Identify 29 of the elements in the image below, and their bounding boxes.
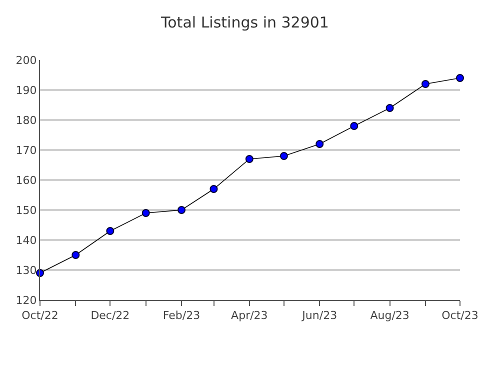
point bbox=[386, 104, 394, 112]
point bbox=[316, 140, 324, 148]
y-tick-label: 130 bbox=[16, 264, 37, 277]
y-tick-label: 170 bbox=[16, 144, 37, 157]
y-tick-label: 190 bbox=[16, 84, 37, 97]
point bbox=[421, 80, 430, 88]
point bbox=[245, 155, 254, 163]
x-tick-label: Oct/22 bbox=[22, 309, 58, 322]
y-tick-label: 160 bbox=[16, 174, 37, 187]
x-tick-label: Aug/23 bbox=[370, 309, 410, 322]
y-tick-label: 120 bbox=[16, 294, 37, 307]
y-tick-label: 150 bbox=[16, 204, 37, 217]
y-tick-label: 180 bbox=[16, 114, 37, 127]
point bbox=[456, 74, 464, 82]
point bbox=[350, 122, 358, 130]
x-tick-label: Jun/23 bbox=[301, 309, 338, 322]
point bbox=[72, 251, 80, 259]
point bbox=[178, 206, 186, 214]
chart-title: Total Listings in 32901 bbox=[160, 14, 329, 32]
x-tick-label: Dec/22 bbox=[90, 309, 130, 322]
point bbox=[210, 185, 218, 193]
x-tick-label: Apr/23 bbox=[231, 309, 268, 322]
y-tick-label: 200 bbox=[16, 54, 37, 67]
y-tick-label: 140 bbox=[16, 234, 37, 247]
x-tick-label: Feb/23 bbox=[162, 309, 200, 322]
point bbox=[142, 209, 150, 217]
point bbox=[106, 227, 114, 235]
x-tick-label: Oct/23 bbox=[442, 309, 478, 322]
point bbox=[280, 152, 288, 160]
